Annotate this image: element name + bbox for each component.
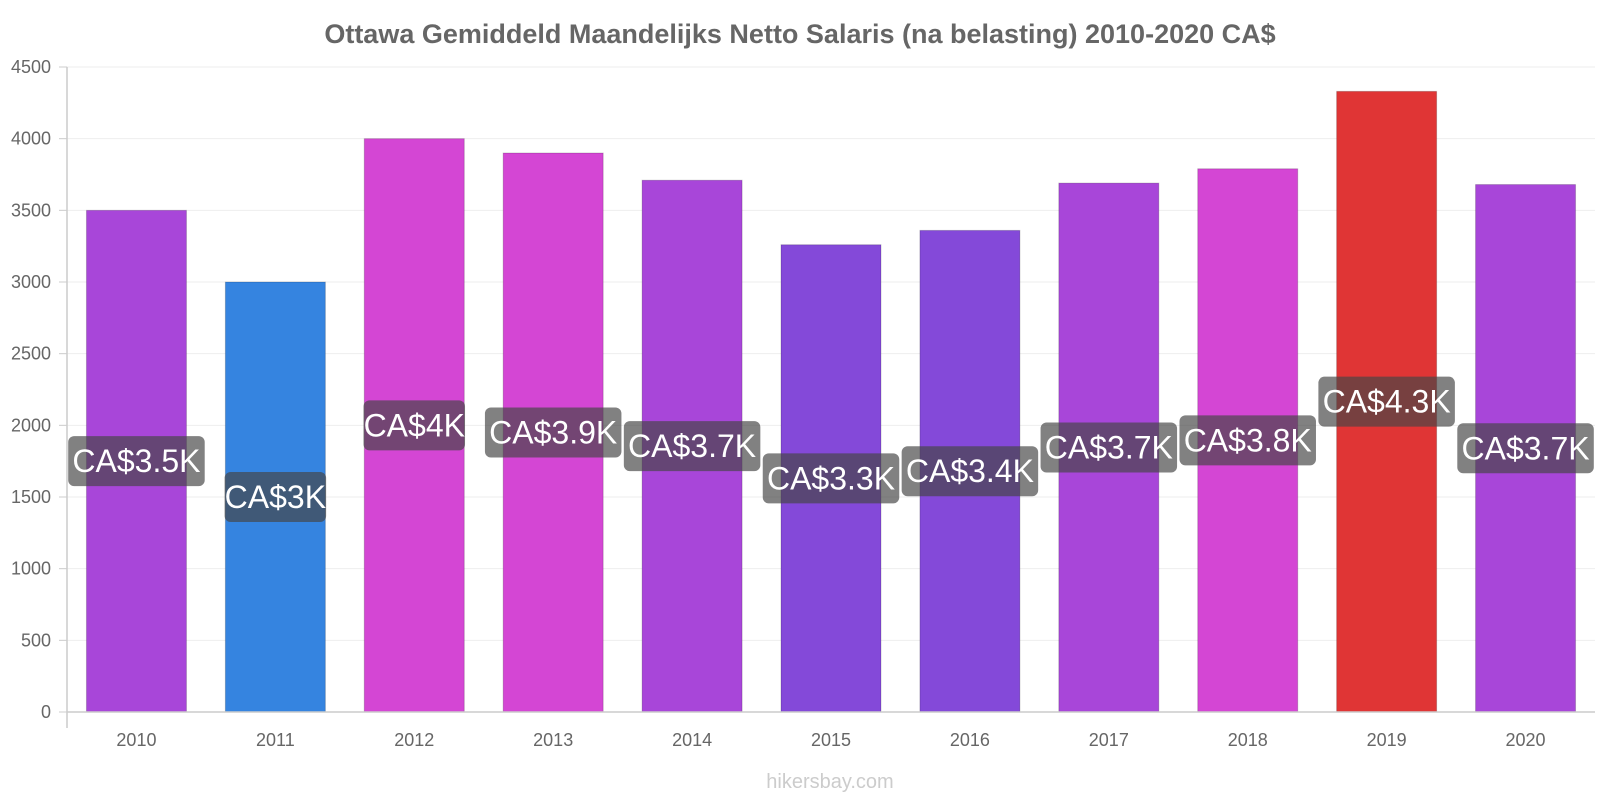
footer-credit: hikersbay.com [766,771,893,793]
x-tick-label: 2016 [950,730,990,750]
data-label-box [1179,415,1316,466]
data-label-text: CA$3.3K [767,460,895,496]
data-label-text: CA$3.7K [628,428,756,464]
data-label-box [623,421,761,472]
x-tick-label: 2019 [1367,730,1407,750]
data-label-text: CA$3.7K [1045,430,1173,466]
data-label-text: CA$3.9K [489,415,617,451]
data-label-2015: CA$3.3K [762,453,900,504]
y-tick-label: 2000 [11,415,51,435]
data-label-box [68,436,205,487]
data-label-text: CA$4K [364,407,465,443]
x-tick-label: 2011 [256,730,295,750]
data-label-text: CA$3K [225,479,326,515]
data-label-box [484,407,622,458]
data-label-text: CA$3.8K [1184,422,1312,458]
y-tick-label: 4500 [11,57,51,77]
x-tick-label: 2013 [533,730,573,750]
data-label-2020: CA$3.7K [1457,423,1594,474]
y-axis-ticks: 0 500 1000 1500 2000 2500 3000 3500 4000 4500 [11,57,67,722]
data-label-box [363,400,466,451]
x-tick-label: 2015 [811,730,851,750]
data-label-box [762,453,900,504]
data-label-2014: CA$3.7K [623,421,761,472]
x-axis-ticks: 2010 2011 2012 2013 2014 2015 2016 2017 2018 2019… [116,730,1545,750]
x-tick-label: 2010 [116,730,156,750]
data-label-text: CA$3.4K [906,453,1034,489]
data-label-box [224,472,327,522]
data-label-box [1318,376,1455,427]
y-tick-label: 1500 [11,487,51,507]
data-label-2012: CA$4K [363,400,466,451]
data-label-text: CA$3.5K [72,443,200,479]
y-tick-label: 500 [21,630,51,650]
data-labels: CA$3.5K CA$3K CA$4K CA$3.9K CA$3.7K CA$3.3K CA… [68,376,1594,522]
y-tick-label: 3500 [11,200,51,220]
chart-title: Ottawa Gemiddeld Maandelijks Netto Salar… [324,19,1275,49]
data-label-2013: CA$3.9K [484,407,622,458]
data-label-box [1457,423,1594,474]
y-tick-label: 1000 [11,559,51,579]
y-tick-label: 3000 [11,272,51,292]
x-tick-label: 2017 [1089,730,1129,750]
data-label-text: CA$4.3K [1323,384,1451,420]
x-tick-label: 2020 [1506,730,1546,750]
data-label-box [901,446,1039,497]
axes [66,67,1595,728]
data-label-2016: CA$3.4K [901,446,1039,497]
data-label-text: CA$3.7K [1462,430,1590,466]
data-label-2010: CA$3.5K [68,436,205,487]
x-tick-label: 2018 [1228,730,1268,750]
data-label-2019: CA$4.3K [1318,376,1455,427]
data-label-box [1040,422,1178,473]
y-tick-label: 4000 [11,129,51,149]
y-tick-label: 0 [41,702,51,722]
x-tick-label: 2014 [672,730,712,750]
data-label-2011: CA$3K [224,472,327,522]
y-tick-label: 2500 [11,344,51,364]
data-label-2018: CA$3.8K [1179,415,1316,466]
data-label-2017: CA$3.7K [1040,422,1178,473]
x-tick-label: 2012 [394,730,434,750]
